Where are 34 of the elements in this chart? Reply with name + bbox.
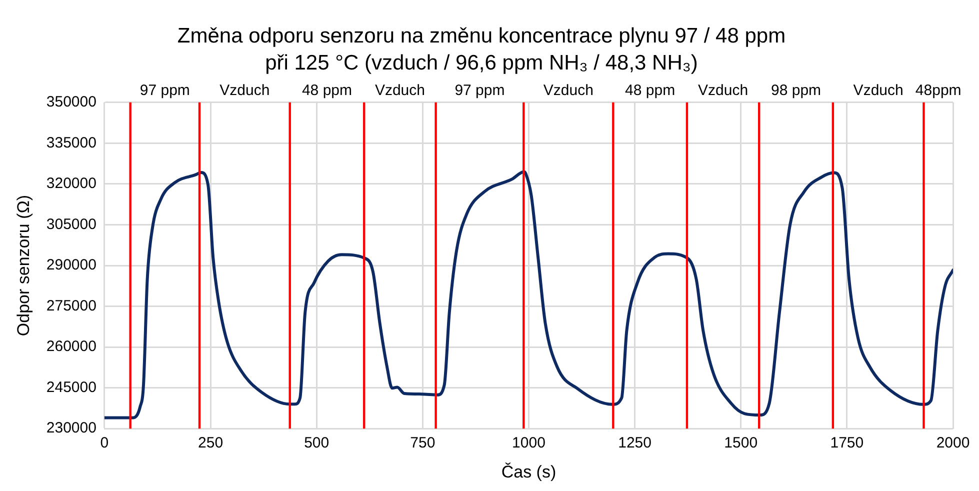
- line-series: [104, 170, 953, 420]
- text: Vzduch: [543, 82, 594, 100]
- text: Vzduch: [220, 82, 270, 100]
- text: 97 ppm: [454, 82, 505, 100]
- x-tick-label: 0: [100, 434, 109, 452]
- x-tick-label: 2000: [936, 434, 970, 452]
- x-axis-title: Čas (s): [501, 462, 556, 482]
- y-tick-label: 260000: [46, 338, 96, 356]
- text: Vzduch: [853, 82, 904, 100]
- y-tick-label: 320000: [46, 175, 96, 192]
- text: Vzduch: [374, 82, 425, 100]
- y-tick-label: 290000: [46, 256, 96, 274]
- x-tick-label: 250: [198, 434, 224, 452]
- y-tick-label: 230000: [46, 420, 96, 437]
- x-tick-label: 1000: [512, 434, 546, 452]
- text: 48 ppm: [625, 82, 676, 100]
- x-tick-label: 1250: [618, 434, 652, 452]
- x-tick-label: 750: [410, 434, 436, 452]
- y-tick-label: 335000: [46, 134, 96, 152]
- y-tick-label: 350000: [46, 94, 96, 111]
- text: 48 ppm: [302, 82, 352, 100]
- text: 48ppm: [915, 82, 962, 100]
- chart-title: Změna odporu senzoru na změnu koncentrace plynu 97 / 48 ppm: [177, 24, 786, 48]
- text: Vzduch: [698, 82, 748, 100]
- y-tick-label: 305000: [46, 216, 96, 233]
- x-tick-label: 1500: [724, 434, 758, 452]
- chart-subtitle: při 125 °C (vzduch / 96,6 ppm NH₃ / 48,3 NH₃): [265, 52, 698, 75]
- y-tick-label: 275000: [46, 297, 96, 314]
- text: 98 ppm: [770, 82, 822, 100]
- text: 97 ppm: [140, 82, 190, 100]
- x-tick-label: 1750: [830, 434, 864, 452]
- y-tick-label: 245000: [46, 378, 96, 396]
- x-tick-label: 500: [304, 434, 330, 452]
- y-axis-title: Odpor senzoru (Ω): [14, 194, 33, 336]
